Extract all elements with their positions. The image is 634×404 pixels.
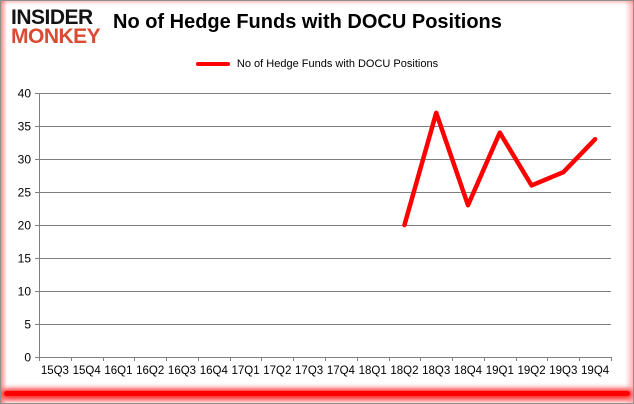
svg-text:18Q4: 18Q4: [454, 365, 483, 377]
svg-text:17Q1: 17Q1: [231, 365, 259, 377]
insider-monkey-logo: INSIDER MONKEY: [11, 6, 101, 49]
logo-word-insider: INSIDER: [11, 6, 93, 29]
svg-text:17Q4: 17Q4: [327, 365, 356, 377]
svg-text:10: 10: [18, 285, 32, 299]
svg-text:18Q1: 18Q1: [359, 365, 387, 377]
svg-text:20: 20: [18, 219, 32, 233]
legend-line-swatch: [195, 62, 230, 66]
logo-word-monkey: MONKEY: [11, 25, 101, 49]
svg-text:19Q4: 19Q4: [581, 365, 610, 377]
bottom-red-glow: [4, 391, 630, 396]
svg-text:17Q3: 17Q3: [295, 365, 323, 377]
frame-glow-right: [625, 1, 633, 403]
svg-text:16Q3: 16Q3: [168, 365, 196, 377]
svg-text:25: 25: [18, 186, 32, 200]
svg-text:15Q4: 15Q4: [73, 365, 102, 377]
svg-text:5: 5: [24, 318, 31, 332]
svg-text:19Q1: 19Q1: [486, 365, 514, 377]
svg-text:30: 30: [18, 153, 32, 167]
svg-text:19Q2: 19Q2: [517, 365, 545, 377]
svg-text:16Q1: 16Q1: [104, 365, 132, 377]
svg-text:35: 35: [18, 120, 32, 134]
svg-text:15: 15: [18, 252, 32, 266]
legend: No of Hedge Funds with DOCU Positions: [1, 57, 633, 71]
svg-text:15Q3: 15Q3: [41, 365, 69, 377]
svg-text:19Q3: 19Q3: [549, 365, 577, 377]
svg-text:18Q2: 18Q2: [390, 365, 418, 377]
svg-text:40: 40: [18, 87, 32, 101]
frame-glow-top: [1, 1, 633, 5]
svg-text:16Q4: 16Q4: [200, 365, 229, 377]
legend-label: No of Hedge Funds with DOCU Positions: [236, 58, 439, 70]
frame-glow-left: [1, 1, 7, 403]
svg-text:16Q2: 16Q2: [136, 365, 164, 377]
svg-text:18Q3: 18Q3: [422, 365, 450, 377]
chart-title: No of Hedge Funds with DOCU Positions: [113, 11, 502, 33]
svg-text:17Q2: 17Q2: [263, 365, 291, 377]
svg-text:0: 0: [24, 351, 31, 365]
